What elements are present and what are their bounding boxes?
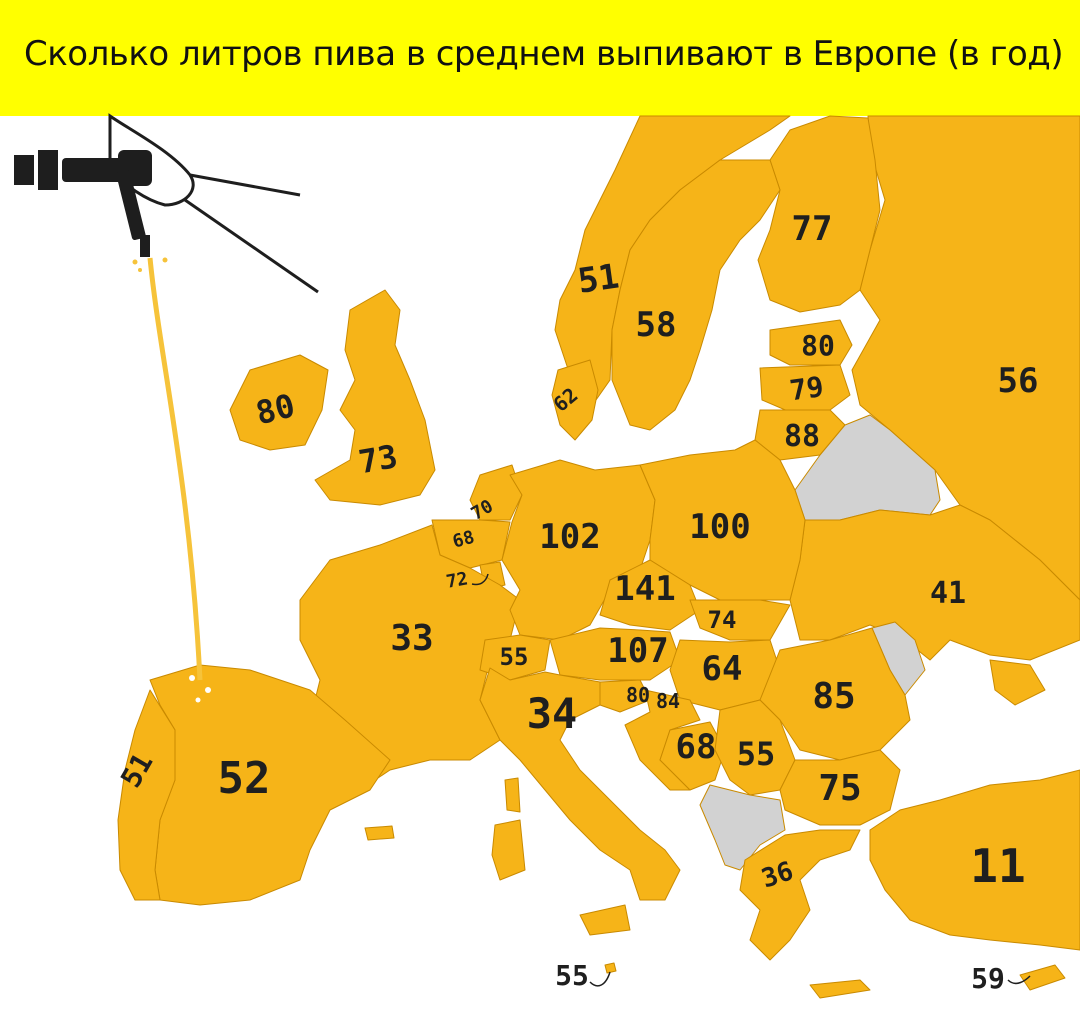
- label-serbia: 55: [737, 735, 776, 773]
- region-germany: [501, 459, 656, 641]
- region-bulgaria: [779, 749, 901, 826]
- luxembourg-pointer: [471, 573, 489, 586]
- label-romania: 85: [812, 676, 855, 717]
- region-ukraine: [789, 504, 1080, 661]
- label-lithuania: 88: [784, 419, 820, 454]
- label-finland: 77: [792, 209, 833, 249]
- label-norway: 51: [575, 256, 621, 301]
- region-bosnia: [659, 721, 726, 791]
- title-banner: Сколько литров пива в среднем выпивают в…: [0, 0, 1080, 116]
- region-portugal: [117, 689, 176, 901]
- region-switzerland: [479, 634, 551, 681]
- region-malta: [604, 962, 617, 974]
- label-france: 33: [390, 618, 433, 659]
- region-crimea: [989, 659, 1046, 706]
- region-italy: [479, 667, 681, 901]
- cyprus-pointer: [1007, 975, 1031, 985]
- malta-pointer: [589, 971, 611, 987]
- label-czechia: 141: [614, 569, 675, 609]
- label-estonia: 80: [801, 329, 835, 362]
- label-bulgaria: 75: [818, 768, 861, 809]
- label-ukraine: 41: [930, 576, 966, 611]
- label-cyprus: 59: [971, 962, 1005, 995]
- label-hungary: 64: [702, 649, 743, 689]
- region-cyprus: [1019, 964, 1066, 991]
- region-turkey: [869, 769, 1080, 951]
- label-luxembourg: 72: [445, 568, 470, 592]
- region-balearics: [364, 825, 395, 841]
- beer-tap-icon: [14, 113, 319, 703]
- label-slovakia: 74: [708, 606, 737, 634]
- region-crete: [809, 979, 871, 999]
- label-russia: 56: [998, 361, 1039, 401]
- region-netherlands: [469, 464, 523, 521]
- region-sicily: [579, 904, 631, 936]
- label-spain: 52: [218, 753, 271, 804]
- region-slovakia: [689, 599, 791, 641]
- label-latvia: 79: [788, 370, 826, 407]
- region-uk: [314, 289, 436, 506]
- label-austria: 107: [607, 631, 668, 671]
- label-ireland: 80: [252, 386, 299, 432]
- region-sweden: [611, 159, 781, 431]
- label-poland: 100: [689, 507, 750, 547]
- label-slovenia: 80: [626, 683, 650, 707]
- label-croatia: 84: [656, 689, 680, 713]
- label-bosnia: 68: [676, 727, 717, 767]
- map-title: Сколько литров пива в среднем выпивают в…: [24, 34, 1064, 74]
- region-czechia: [599, 559, 701, 631]
- region-finland: [757, 115, 881, 313]
- region-greece: [739, 829, 861, 961]
- label-sweden: 58: [636, 305, 677, 345]
- label-malta: 55: [555, 959, 589, 992]
- label-turkey: 11: [970, 839, 1025, 893]
- region-sardinia: [491, 819, 526, 881]
- label-uk: 73: [356, 437, 401, 481]
- region-ireland: [229, 354, 329, 451]
- region-corsica: [504, 777, 521, 813]
- region-poland: [639, 439, 806, 601]
- label-germany: 102: [539, 517, 600, 557]
- label-switzerland: 55: [500, 643, 529, 671]
- region-denmark: [551, 359, 599, 441]
- label-italy: 34: [527, 689, 578, 738]
